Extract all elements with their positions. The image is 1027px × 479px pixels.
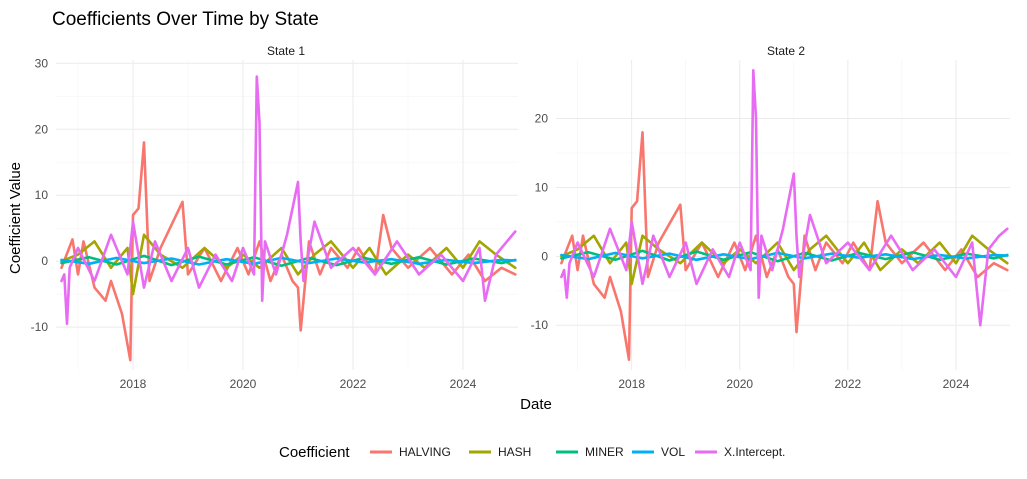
y-tick-label: -10 <box>531 318 549 332</box>
x-tick-label: 2018 <box>618 377 645 391</box>
legend-label-miner: MINER <box>585 445 624 459</box>
strip-label-state-1: State 1 <box>267 44 305 58</box>
series-line-x-intercept-state-2 <box>560 69 1009 327</box>
strip-label-state-2: State 2 <box>767 44 805 58</box>
x-tick-label: 2024 <box>450 377 477 391</box>
series-line-halving-state-1 <box>60 141 517 362</box>
x-tick-label: 2022 <box>835 377 862 391</box>
y-ticks-state-2: -10 0 10 20 <box>531 112 549 333</box>
y-tick-label: 30 <box>35 56 49 70</box>
legend-label-x-intercept: X.Intercept. <box>724 445 785 459</box>
x-axis-title: Date <box>520 396 552 413</box>
panel-state-1: State 1 -10 0 10 20 30 2018 2020 2022 2024 <box>31 44 518 391</box>
y-tick-label: -10 <box>31 320 49 334</box>
legend: Coefficient HALVING HASH MINER VOL X.Interce… <box>279 444 785 461</box>
series-group-state-1 <box>60 75 517 362</box>
x-tick-label: 2024 <box>943 377 970 391</box>
y-tick-label: 0 <box>541 249 548 263</box>
legend-label-hash: HASH <box>498 445 531 459</box>
y-tick-label: 10 <box>535 180 549 194</box>
legend-label-vol: VOL <box>661 445 685 459</box>
x-tick-label: 2020 <box>726 377 753 391</box>
y-tick-label: 20 <box>35 122 49 136</box>
x-tick-label: 2020 <box>230 377 257 391</box>
x-tick-label: 2022 <box>340 377 367 391</box>
grid-state-1 <box>56 60 518 370</box>
legend-label-halving: HALVING <box>399 445 451 459</box>
y-axis-title: Coefficient Value <box>7 162 24 274</box>
y-tick-label: 10 <box>35 188 49 202</box>
y-tick-label: 0 <box>41 254 48 268</box>
chart-title: Coefficients Over Time by State <box>52 9 319 30</box>
series-group-state-2 <box>560 69 1009 362</box>
x-ticks-state-2: 2018 2020 2022 2024 <box>618 377 969 391</box>
series-line-x-intercept-state-1 <box>60 75 517 326</box>
y-tick-label: 20 <box>535 112 549 126</box>
x-tick-label: 2018 <box>120 377 147 391</box>
series-line-halving-state-2 <box>560 131 1009 362</box>
y-ticks-state-1: -10 0 10 20 30 <box>31 56 49 334</box>
x-ticks-state-1: 2018 2020 2022 2024 <box>120 377 477 391</box>
panel-state-2: State 2 -10 0 10 20 2018 2020 2022 2024 <box>531 44 1010 391</box>
legend-title: Coefficient <box>279 444 350 461</box>
